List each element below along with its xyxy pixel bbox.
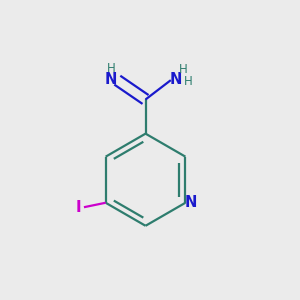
Text: N: N [170,72,182,87]
Text: H: H [106,62,115,75]
Text: N: N [184,195,197,210]
Text: I: I [75,200,81,215]
Text: N: N [105,72,117,87]
Text: H: H [184,75,192,88]
Text: H: H [179,63,188,76]
